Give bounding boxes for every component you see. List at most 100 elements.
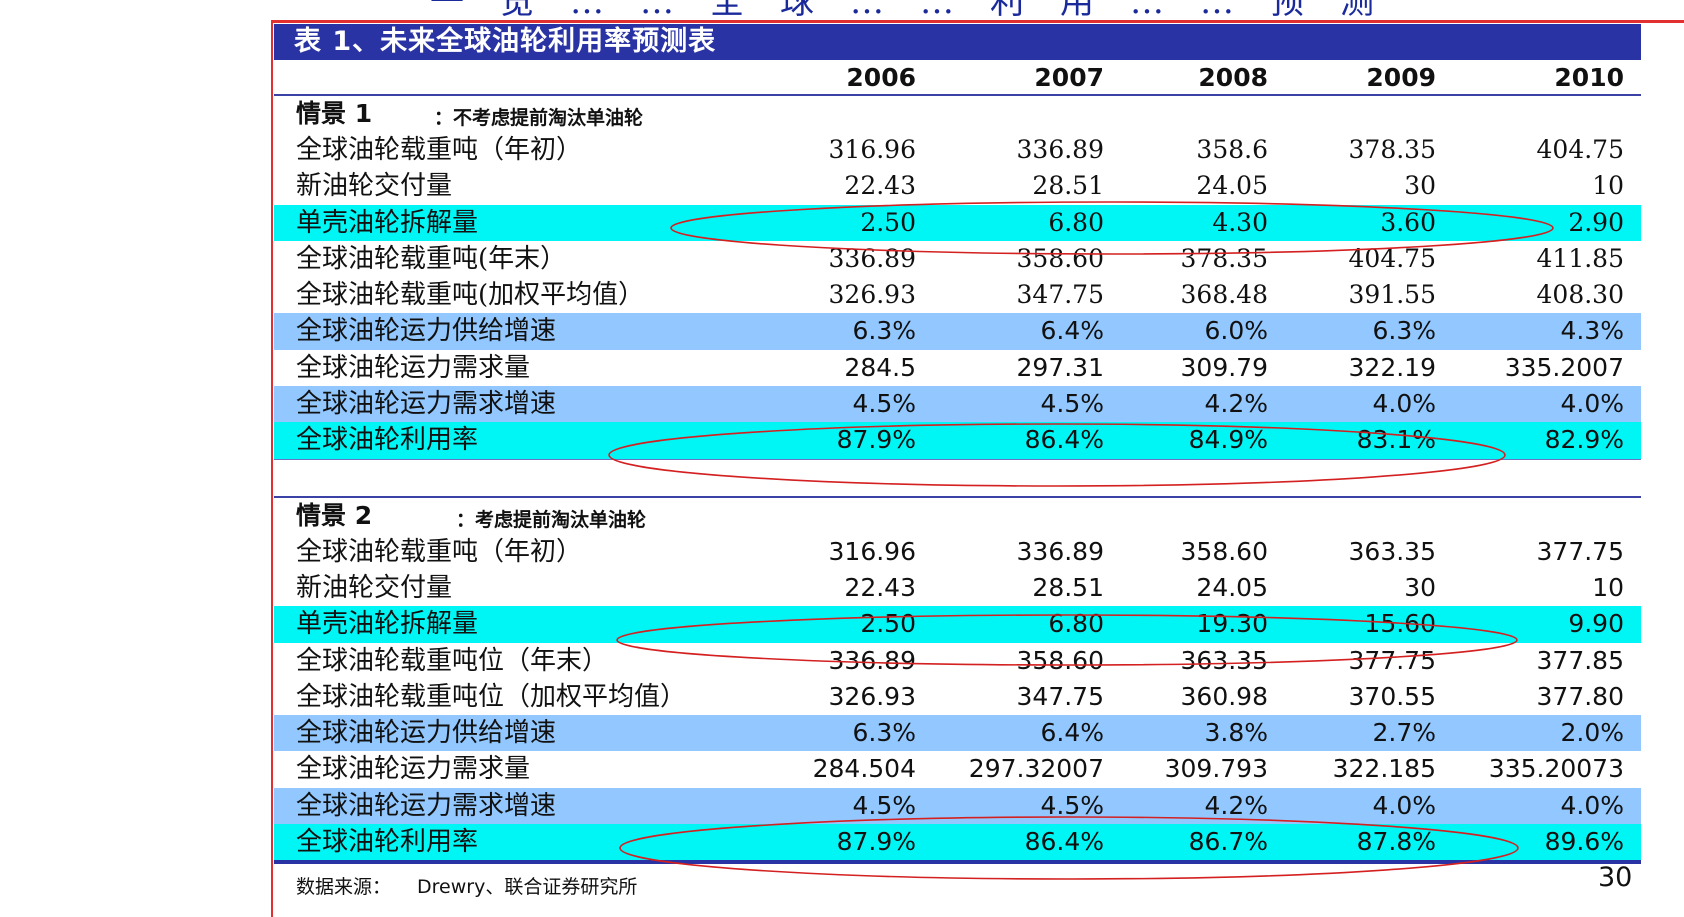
scenario-1-note: ：不考虑提前淘汰单油轮 [434, 107, 644, 129]
row-value: 378.35 [1180, 243, 1268, 273]
table-bottom-rule [274, 860, 1641, 865]
year-header-row: 2006 2007 2008 2009 2010 [274, 61, 1641, 94]
table-row: 全球油轮载重吨(年末） 336.89 358.60 378.35 404.75 411.8… [274, 241, 1641, 277]
row-value: 10 [1592, 572, 1624, 602]
row-value: 4.0% [1560, 389, 1624, 419]
row-value: 358.60 [1016, 243, 1104, 273]
scenario-1-rows: 全球油轮载重吨（年初） 316.96 336.89 358.6 378.35 404.75… [274, 132, 1641, 459]
table-row: 全球油轮利用率 87.9% 86.4% 84.9% 83.1% 82.9% [274, 422, 1641, 459]
row-label: 全球油轮运力需求量 [296, 754, 531, 785]
row-value: 368.48 [1180, 280, 1268, 310]
row-label: 全球油轮运力需求量 [296, 352, 531, 383]
row-value: 377.80 [1536, 681, 1624, 711]
row-value: 411.85 [1536, 243, 1624, 273]
row-value: 391.55 [1348, 280, 1436, 310]
row-value: 335.20073 [1488, 754, 1624, 784]
row-value: 30 [1404, 572, 1436, 602]
scenario-1-label: 情景 1 [296, 99, 373, 128]
source-value: Drewry、联合证券研究所 [417, 876, 638, 898]
row-value: 408.30 [1536, 280, 1624, 310]
row-value: 326.93 [828, 681, 916, 711]
row-value: 4.3% [1560, 316, 1624, 346]
row-value: 87.9% [836, 827, 916, 857]
row-value: 377.75 [1536, 536, 1624, 566]
row-value: 284.5 [844, 352, 916, 382]
row-label: 全球油轮利用率 [296, 827, 479, 858]
row-value: 6.4% [1040, 718, 1104, 748]
row-label: 全球油轮运力需求增速 [296, 790, 557, 821]
scenario-2-label: 情景 2 [296, 500, 373, 530]
row-value: 2.90 [1568, 207, 1624, 237]
row-value: 6.0% [1204, 316, 1268, 346]
source-label: 数据来源： [296, 876, 392, 898]
row-label: 全球油轮载重吨（年初） [296, 135, 583, 165]
row-value: 347.75 [1016, 280, 1104, 310]
row-value: 363.35 [1348, 536, 1436, 566]
row-value: 358.60 [1180, 536, 1268, 566]
row-value: 6.80 [1048, 609, 1104, 639]
row-value: 4.5% [1040, 790, 1104, 820]
cut-off-heading: 一览……全球……利用……预测 [430, 0, 1410, 22]
row-label: 全球油轮载重吨(加权平均值） [296, 280, 645, 311]
row-value: 322.185 [1332, 754, 1436, 784]
table-row: 全球油轮运力供给增速 6.3% 6.4% 3.8% 2.7% 2.0% [274, 715, 1641, 752]
row-label: 全球油轮载重吨（年初） [296, 536, 583, 567]
row-value: 4.5% [1040, 389, 1104, 419]
row-label: 全球油轮运力供给增速 [296, 718, 557, 749]
row-value: 19.30 [1196, 609, 1268, 639]
row-value: 22.43 [844, 171, 916, 201]
row-value: 370.55 [1348, 681, 1436, 711]
row-value: 24.05 [1196, 572, 1268, 602]
row-value: 309.79 [1180, 352, 1268, 382]
row-value: 89.6% [1544, 827, 1624, 857]
left-red-rule [271, 20, 273, 917]
row-value: 377.75 [1348, 645, 1436, 675]
scenario-2-heading: 情景 2 ：考虑提前淘汰单油轮 [274, 498, 1641, 534]
year-header: 2007 [1034, 63, 1104, 92]
row-value: 86.4% [1024, 827, 1104, 857]
row-value: 404.75 [1348, 243, 1436, 273]
row-label: 单壳油轮拆解量 [296, 609, 479, 640]
row-value: 87.9% [836, 425, 916, 455]
row-value: 86.4% [1024, 425, 1104, 455]
row-label: 新油轮交付量 [296, 171, 453, 202]
row-value: 82.9% [1544, 425, 1624, 455]
header-divider [274, 94, 1641, 96]
row-value: 4.5% [852, 790, 916, 820]
table-row: 全球油轮运力需求量 284.504 297.32007 309.793 322.185 3… [274, 751, 1641, 787]
row-value: 2.7% [1372, 718, 1436, 748]
table-row: 全球油轮载重吨(加权平均值） 326.93 347.75 368.48 391.55 40… [274, 277, 1641, 313]
table-row: 全球油轮载重吨位（年末） 336.89 358.60 363.35 377.75 377.… [274, 643, 1641, 679]
row-value: 83.1% [1356, 425, 1436, 455]
row-value: 363.35 [1180, 645, 1268, 675]
scenario-1-heading: 情景 1 ：不考虑提前淘汰单油轮 [274, 96, 1641, 132]
row-value: 326.93 [828, 280, 916, 310]
row-value: 297.32007 [968, 754, 1104, 784]
row-value: 28.51 [1032, 171, 1104, 201]
row-value: 360.98 [1180, 681, 1268, 711]
row-value: 24.05 [1196, 171, 1268, 201]
row-label: 全球油轮载重吨位（年末） [296, 645, 609, 676]
row-value: 6.3% [852, 718, 916, 748]
row-label: 新油轮交付量 [296, 572, 453, 603]
scenario-2-rows: 全球油轮载重吨（年初） 316.96 336.89 358.60 363.35 377.7… [274, 534, 1641, 861]
row-value: 335.2007 [1504, 352, 1624, 382]
row-value: 22.43 [844, 572, 916, 602]
table-row: 全球油轮载重吨（年初） 316.96 336.89 358.6 378.35 404.75 [274, 132, 1641, 168]
row-value: 4.2% [1204, 389, 1268, 419]
row-value: 358.60 [1016, 645, 1104, 675]
row-value: 3.8% [1204, 718, 1268, 748]
row-value: 2.50 [860, 609, 916, 639]
row-value: 4.2% [1204, 790, 1268, 820]
row-label: 全球油轮载重吨位（加权平均值） [296, 681, 687, 712]
row-value: 336.89 [828, 645, 916, 675]
table-row: 全球油轮运力需求量 284.5 297.31 309.79 322.19 335.2007 [274, 350, 1641, 386]
table-row: 单壳油轮拆解量 2.50 6.80 4.30 3.60 2.90 [274, 204, 1641, 241]
top-red-rule [271, 20, 1684, 23]
row-value: 284.504 [812, 754, 916, 784]
row-value: 316.96 [828, 536, 916, 566]
table-row: 新油轮交付量 22.43 28.51 24.05 30 10 [274, 168, 1641, 204]
row-value: 336.89 [1016, 135, 1104, 164]
section-gap [274, 460, 1641, 496]
forecast-table: 2006 2007 2008 2009 2010 情景 1 ：不考虑提前淘汰单油… [274, 61, 1641, 865]
